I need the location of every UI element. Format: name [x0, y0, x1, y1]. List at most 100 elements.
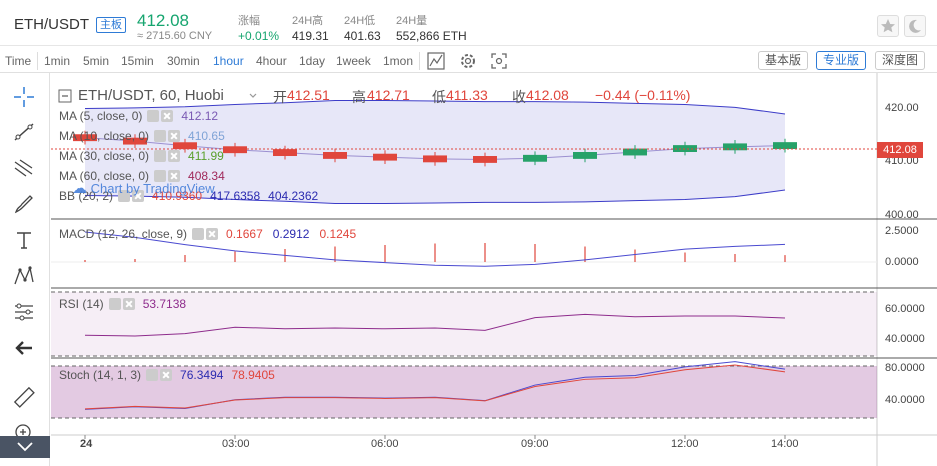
pitchfork-icon: [14, 159, 33, 177]
open-value: 412.51: [287, 87, 330, 103]
close-label: 收: [512, 89, 526, 105]
time-tick: 03:00: [222, 438, 250, 450]
ma60-legend[interactable]: MA (60, close, 0) 408.34: [59, 169, 225, 183]
favorite-button[interactable]: [877, 15, 899, 37]
stat-value-volume: 552,866 ETH: [396, 29, 467, 43]
text-icon: [17, 232, 31, 249]
screenshot-icon[interactable]: [489, 51, 509, 71]
gear-icon[interactable]: [118, 190, 131, 202]
gear-icon[interactable]: [146, 369, 159, 381]
text-tool[interactable]: [10, 226, 38, 254]
timeframe-1day[interactable]: 1day: [299, 54, 326, 68]
last-price: 412.08: [137, 11, 189, 30]
market-header: ETH/USDT 主板 412.08 ≈ 2715.60 CNY 涨幅 +0.0…: [0, 0, 937, 46]
crosshair-icon: [14, 87, 34, 107]
timeframe-1mon[interactable]: 1mon: [383, 54, 414, 68]
timeframe-15min[interactable]: 15min: [121, 54, 154, 68]
timeframe-30min[interactable]: 30min: [167, 54, 200, 68]
price-chart[interactable]: [51, 73, 937, 466]
close-icon[interactable]: [206, 228, 219, 240]
ruler-icon: [13, 386, 35, 408]
fib-tool[interactable]: [10, 154, 38, 182]
close-icon[interactable]: [168, 170, 181, 182]
gear-icon[interactable]: [154, 170, 167, 182]
candle-body: [573, 152, 597, 159]
timeframe-4hour[interactable]: 4hour: [256, 54, 287, 68]
depth-chart-button[interactable]: 深度图: [875, 51, 926, 70]
time-tick: 12:00: [671, 438, 699, 450]
ma5-name: MA (5, close, 0): [59, 109, 143, 123]
open-label: 开: [273, 89, 287, 105]
macd-name: MACD (12, 26, close, 9): [59, 227, 188, 241]
candle-body: [623, 148, 647, 156]
toolbar-divider: [419, 52, 420, 70]
rsi-value: 53.7138: [142, 297, 187, 311]
bb-upper-value: 417.6358: [210, 189, 261, 203]
chart-style-icon[interactable]: [426, 51, 446, 71]
macd-legend[interactable]: MACD (12, 26, close, 9) 0.1667 0.2912 0.124…: [59, 227, 356, 241]
macd-hist-value: 0.1667: [226, 227, 263, 241]
drawing-toolbar: [0, 73, 50, 466]
close-icon[interactable]: [132, 190, 145, 202]
cny-price: ≈ 2715.60 CNY: [137, 30, 213, 42]
bb-legend[interactable]: BB (20, 2) 410.9360 417.6358 404.2362: [59, 189, 318, 203]
low-label: 低: [432, 89, 446, 105]
ma10-value: 410.65: [188, 129, 225, 143]
pattern-tool[interactable]: [10, 262, 38, 290]
rsi-band: [51, 292, 877, 356]
trendline-tool[interactable]: [10, 118, 38, 146]
ma10-legend[interactable]: MA (10, close, 0) 410.65: [59, 129, 225, 143]
close-icon[interactable]: [168, 150, 181, 162]
macd-line-value: 0.2912: [272, 227, 310, 241]
gear-icon[interactable]: [147, 110, 160, 122]
gear-icon[interactable]: [154, 130, 167, 142]
pattern-icon: [14, 265, 34, 285]
macd-signal-value: 0.1245: [319, 227, 357, 241]
ma60-value: 408.34: [188, 169, 225, 183]
close-icon[interactable]: [160, 369, 173, 381]
macd-tick: 0.0000: [885, 256, 919, 268]
timeframe-1week[interactable]: 1week: [336, 54, 371, 68]
stoch-d-value: 78.9405: [231, 368, 275, 382]
close-value: 412.08: [526, 87, 569, 103]
chevron-down-icon: [17, 442, 33, 452]
bb-lower-line: [84, 189, 786, 205]
rsi-legend[interactable]: RSI (14) 53.7138: [59, 297, 186, 311]
gear-icon[interactable]: [154, 150, 167, 162]
rsi-line: [84, 313, 786, 337]
stoch-band: [51, 366, 877, 418]
ruler-tool[interactable]: [10, 383, 38, 411]
tradingview-watermark: ☁ Chart by TradingView: [72, 179, 215, 197]
theme-toggle-button[interactable]: [904, 15, 926, 37]
gear-icon[interactable]: [192, 228, 205, 240]
candle-body: [173, 142, 197, 150]
close-icon[interactable]: [122, 298, 135, 310]
collapse-legend-icon[interactable]: [58, 89, 72, 103]
chevron-down-icon[interactable]: [248, 92, 258, 100]
projection-icon: [15, 303, 33, 321]
settings-icon[interactable]: [458, 51, 478, 71]
gear-icon[interactable]: [108, 298, 121, 310]
pro-mode-button[interactable]: 专业版: [816, 51, 867, 70]
chart-title: ETH/USDT, 60, Huobi: [78, 87, 224, 104]
timeframe-1hour[interactable]: 1hour: [213, 54, 244, 68]
ma5-legend[interactable]: MA (5, close, 0) 412.12: [59, 109, 218, 123]
price-tick: 410.00: [885, 155, 919, 167]
basic-mode-button[interactable]: 基本版: [758, 51, 809, 70]
stat-label-high: 24H高: [292, 15, 324, 27]
price-tick: 420.00: [885, 102, 919, 114]
timeframe-1min[interactable]: 1min: [44, 54, 71, 68]
board-badge: 主板: [96, 17, 126, 33]
collapse-sidebar-button[interactable]: [0, 436, 50, 458]
ma30-legend[interactable]: MA (30, close, 0) 411.99: [59, 149, 224, 163]
measure-tool[interactable]: [10, 298, 38, 326]
timeframe-time[interactable]: Time: [5, 54, 32, 68]
crosshair-tool[interactable]: [10, 83, 38, 111]
watermark-text: Chart by TradingView: [90, 181, 215, 196]
brush-tool[interactable]: [10, 190, 38, 218]
back-tool[interactable]: [10, 334, 38, 362]
close-icon[interactable]: [168, 130, 181, 142]
stoch-legend[interactable]: Stoch (14, 1, 3) 76.3494 78.9405: [59, 368, 275, 382]
close-icon[interactable]: [161, 110, 174, 122]
timeframe-5min[interactable]: 5min: [83, 54, 110, 68]
